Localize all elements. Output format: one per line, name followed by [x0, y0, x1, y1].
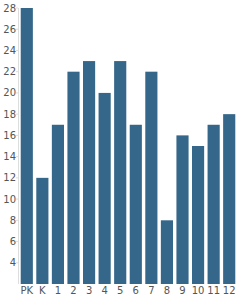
- bar: [161, 220, 173, 284]
- x-tick-label: 7: [148, 285, 154, 296]
- y-tick-label: 8: [10, 215, 16, 226]
- y-tick: [16, 71, 18, 72]
- y-tick: [16, 50, 18, 51]
- y-tick-label: 4: [10, 257, 16, 268]
- bars: [21, 8, 236, 284]
- chart-container: 46810121416182022242628PKK12345678910111…: [0, 0, 240, 296]
- x-tick-label: 11: [207, 285, 220, 296]
- bar: [67, 72, 79, 284]
- chart: 46810121416182022242628PKK12345678910111…: [0, 0, 240, 296]
- x-tick-label: 9: [179, 285, 185, 296]
- y-axis-line: [18, 8, 19, 284]
- bar: [130, 125, 142, 284]
- y-tick: [16, 8, 18, 9]
- y-tick-label: 26: [3, 24, 16, 35]
- y-tick: [16, 156, 18, 157]
- y-tick-label: 20: [3, 87, 16, 98]
- y-tick: [16, 92, 18, 93]
- y-tick-label: 28: [3, 3, 16, 14]
- x-tick-label: 10: [192, 285, 205, 296]
- y-tick-label: 14: [3, 151, 16, 162]
- x-tick-label: 8: [164, 285, 170, 296]
- bar: [21, 8, 33, 284]
- bar: [176, 135, 188, 284]
- x-tick-label: PK: [20, 285, 33, 296]
- x-tick-label: 1: [55, 285, 61, 296]
- y-tick: [16, 114, 18, 115]
- y-tick-label: 24: [3, 45, 16, 56]
- y-tick-label: 10: [3, 194, 16, 205]
- bar: [99, 93, 111, 284]
- x-tick-label: K: [39, 285, 46, 296]
- bar: [83, 61, 95, 284]
- y-tick: [16, 199, 18, 200]
- y-tick-label: 22: [3, 66, 16, 77]
- y-tick-label: 6: [10, 236, 16, 247]
- y-tick-label: 12: [3, 172, 16, 183]
- bar: [145, 72, 157, 284]
- x-tick-label: 6: [133, 285, 139, 296]
- y-tick: [16, 135, 18, 136]
- bar: [114, 61, 126, 284]
- bar: [192, 146, 204, 284]
- x-tick-label: 2: [70, 285, 76, 296]
- y-tick: [16, 262, 18, 263]
- x-tick-label: 4: [101, 285, 107, 296]
- y-tick-label: 16: [3, 130, 16, 141]
- y-tick: [16, 29, 18, 30]
- x-tick-label: 5: [117, 285, 123, 296]
- y-tick-label: 18: [3, 109, 16, 120]
- x-tick-label: 12: [223, 285, 236, 296]
- bar: [36, 178, 48, 284]
- y-tick: [16, 241, 18, 242]
- y-tick: [16, 177, 18, 178]
- bar: [223, 114, 235, 284]
- x-tick-label: 3: [86, 285, 92, 296]
- y-tick: [16, 220, 18, 221]
- bar: [208, 125, 220, 284]
- bar: [52, 125, 64, 284]
